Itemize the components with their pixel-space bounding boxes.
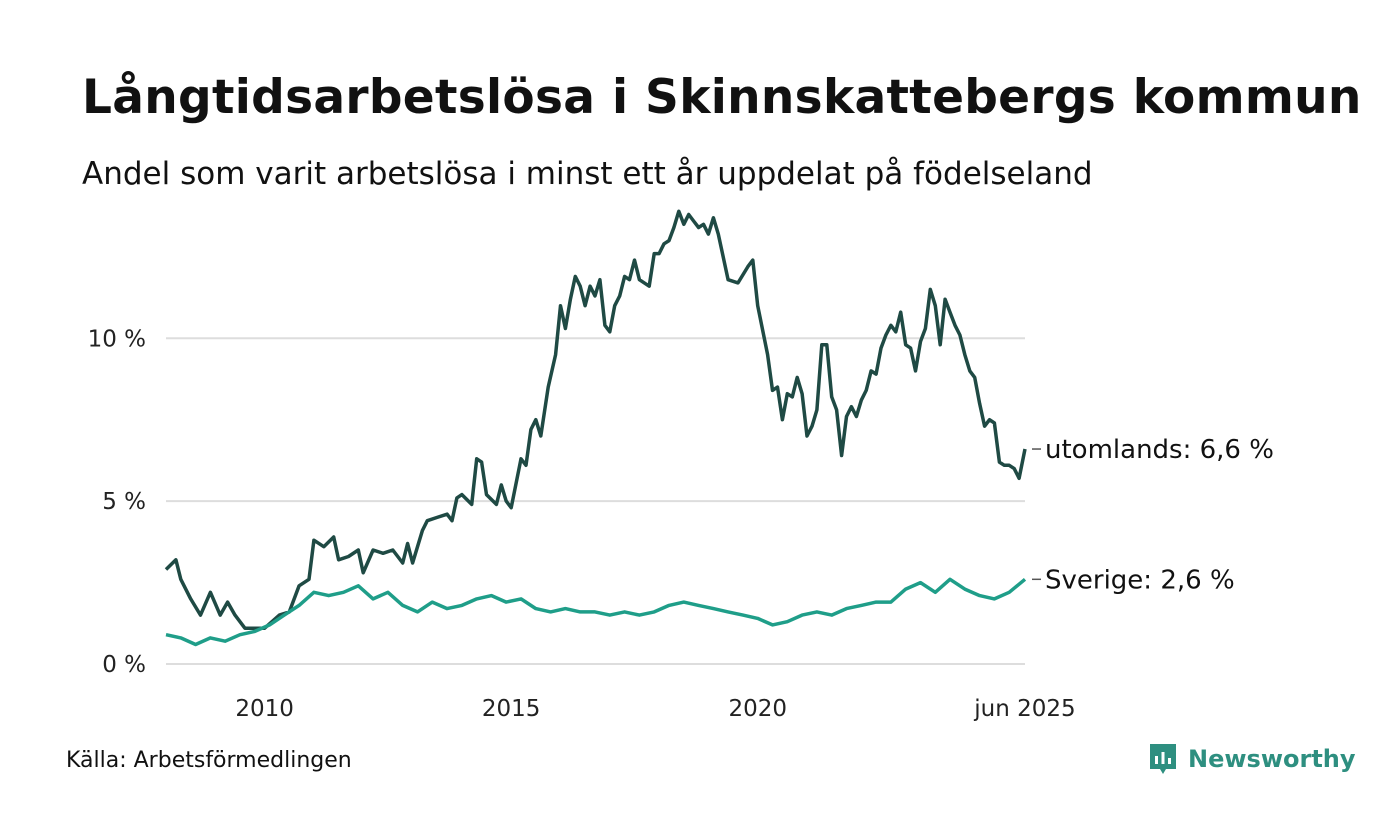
y-tick-label: 0 % (102, 652, 146, 678)
end-label-utomlands: utomlands: 6,6 % (1045, 435, 1274, 465)
x-tick-label: 2010 (235, 696, 294, 722)
page-subtitle: Andel som varit arbetslösa i minst ett å… (82, 156, 1093, 192)
y-tick-label: 10 % (88, 326, 146, 352)
series-line-sverige (165, 577, 1027, 647)
brand-logo: Newsworthy (1148, 742, 1356, 776)
y-tick-label: 5 % (102, 489, 146, 515)
end-labels: utomlands: 6,6 % Sverige: 2,6 % (1032, 435, 1274, 595)
end-label-sverige: Sverige: 2,6 % (1045, 565, 1235, 595)
page-title: Långtidsarbetslösa i Skinnskattebergs ko… (82, 70, 1362, 125)
x-tick-label: 2020 (728, 696, 787, 722)
series-line-utomlands (164, 209, 1027, 630)
source-note: Källa: Arbetsförmedlingen (66, 748, 352, 773)
x-axis: 2010 2015 2020 jun 2025 (235, 696, 1075, 722)
grid-lines (166, 337, 1025, 665)
y-axis: 0 % 5 % 10 % (88, 326, 146, 678)
x-tick-label: jun 2025 (973, 696, 1075, 722)
newsworthy-icon (1150, 744, 1176, 774)
brand-name: Newsworthy (1188, 745, 1356, 773)
series-lines (164, 209, 1027, 647)
x-tick-label: 2015 (482, 696, 541, 722)
